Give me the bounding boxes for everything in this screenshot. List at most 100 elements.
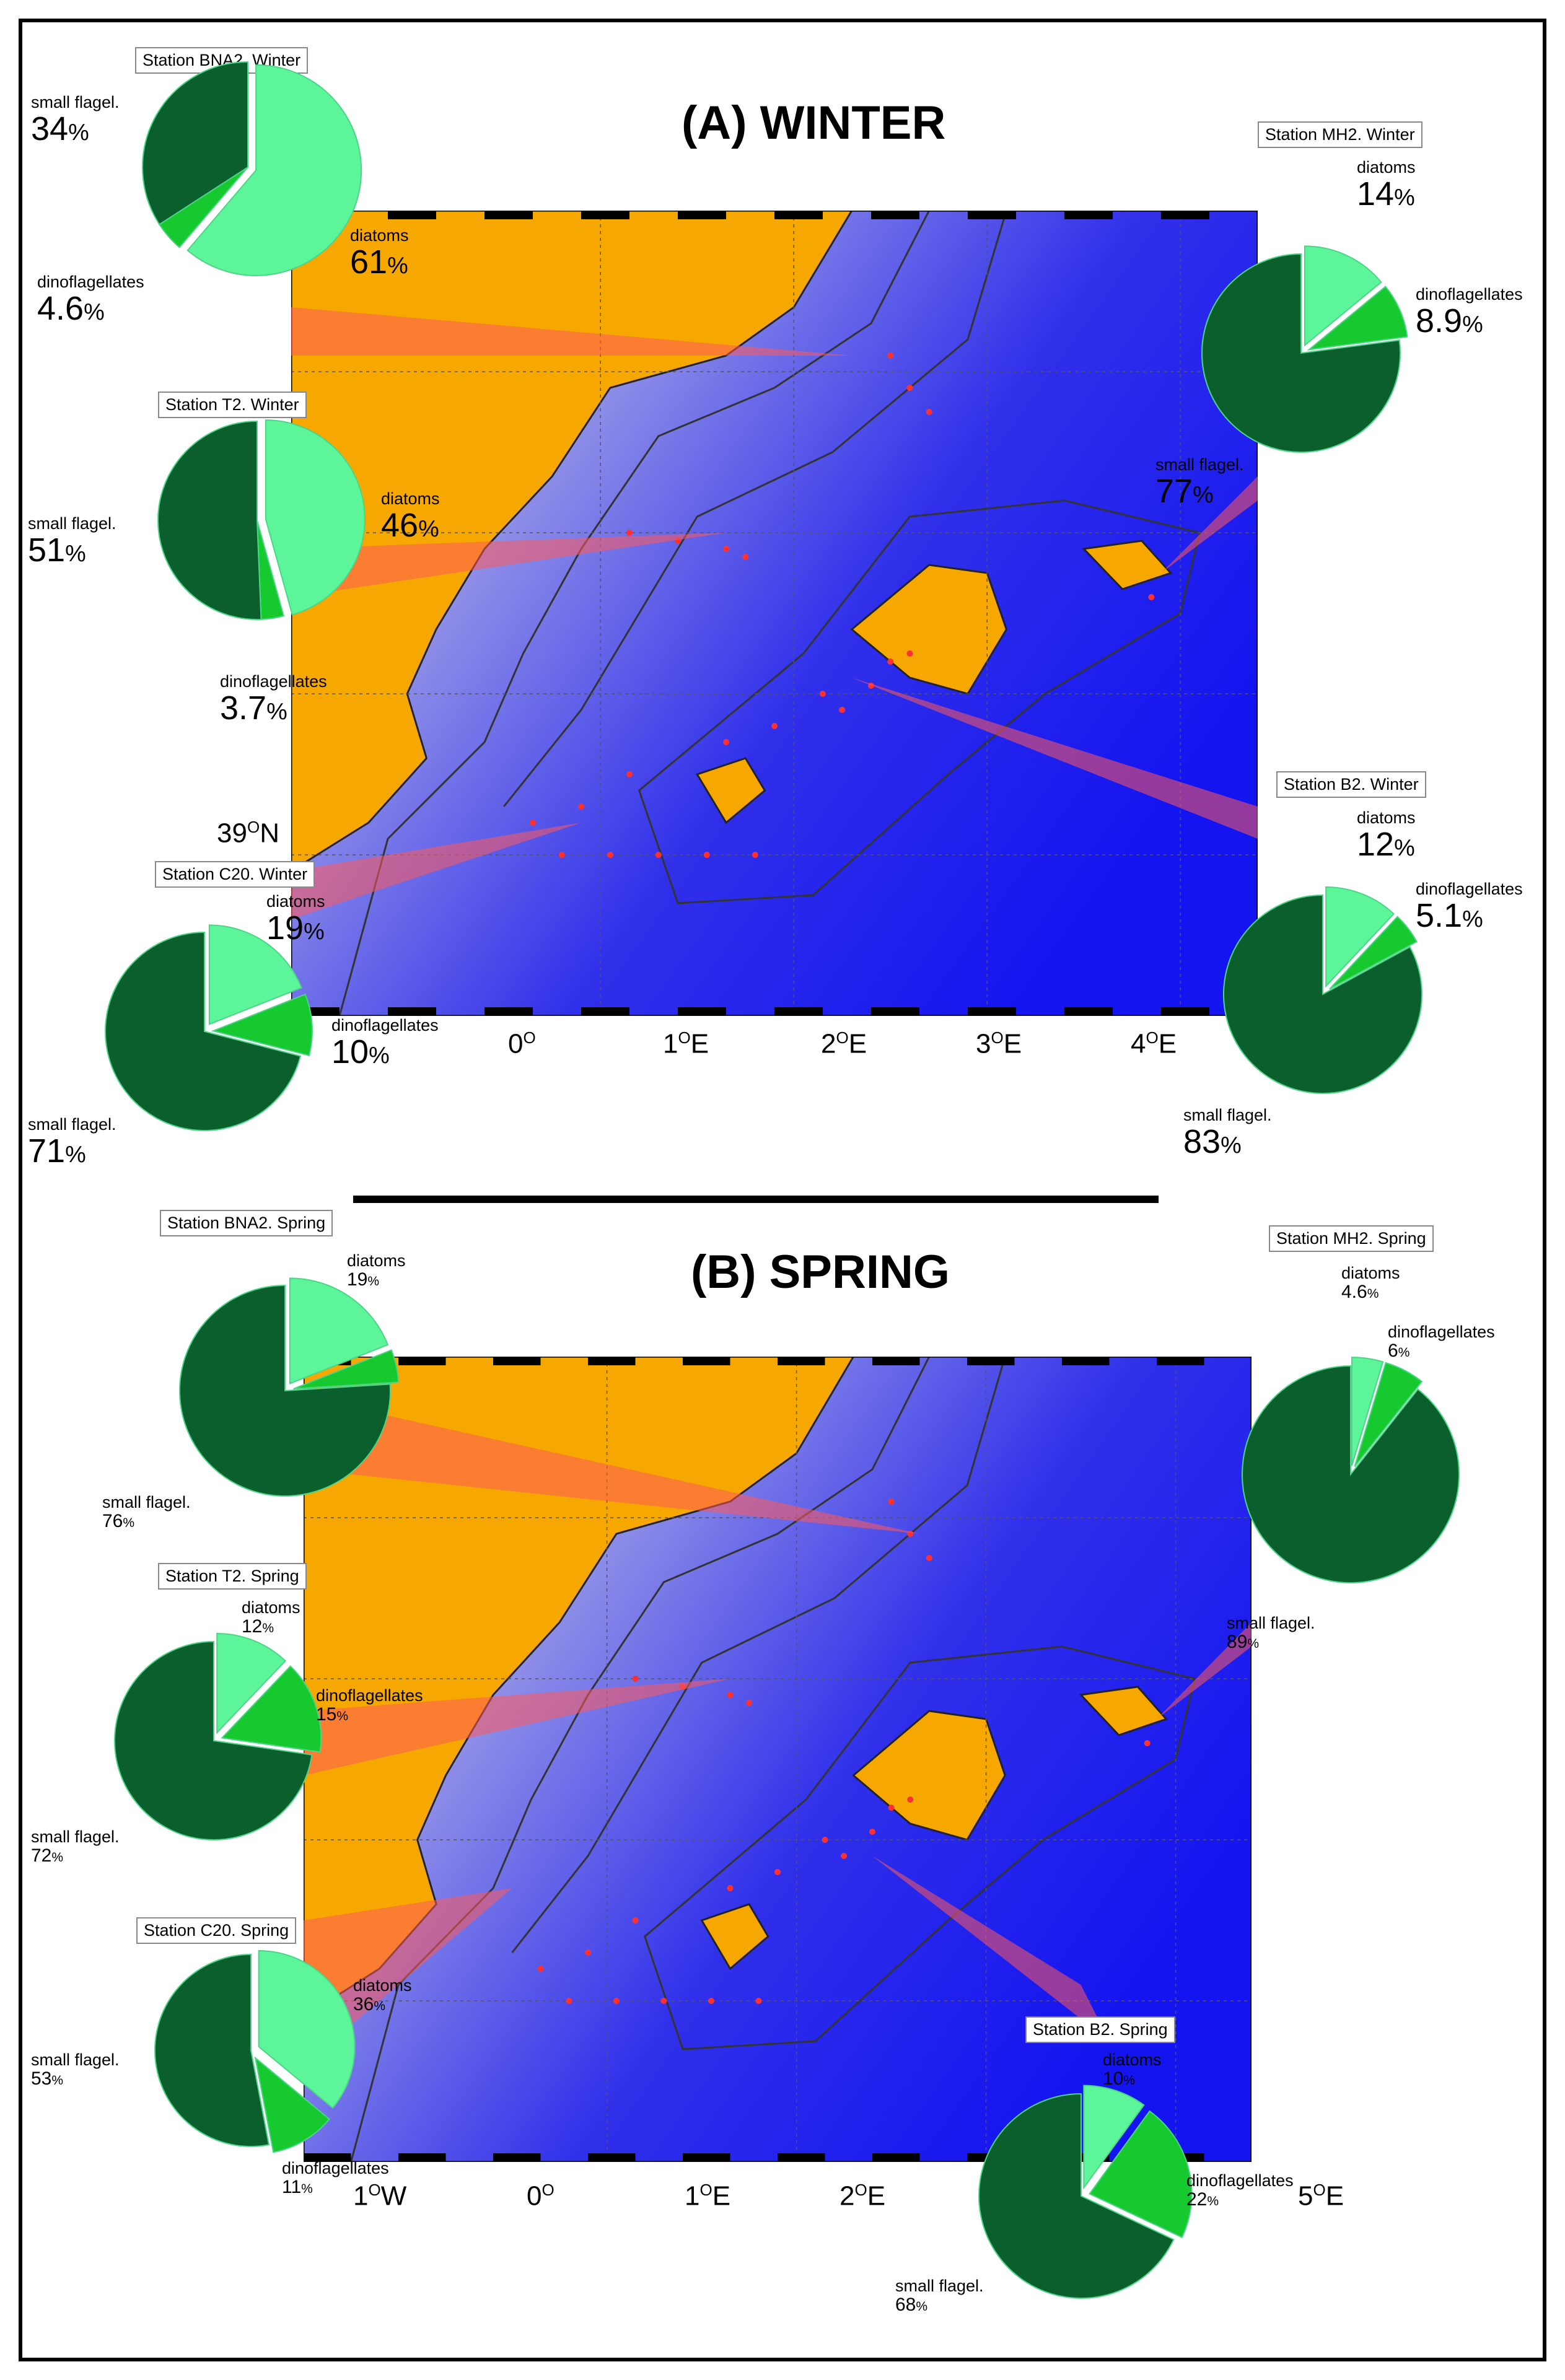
slice-label-dinoflagellates: dinoflagellates 15% — [316, 1686, 423, 1725]
pie-slice-dinoflagellates — [293, 1349, 400, 1389]
pie-mh2s — [1242, 1357, 1460, 1583]
pie-slice-smallflagel — [114, 1640, 313, 1840]
sample-station-dot — [632, 1917, 639, 1923]
sample-station-dot — [907, 1796, 914, 1803]
pie-slice-smallflagel — [157, 420, 262, 620]
sample-station-dot — [530, 820, 536, 826]
slice-label-dinoflagellates: dinoflagellates 4.6% — [37, 273, 144, 327]
panel-b-title: (B) SPRING — [691, 1246, 950, 1298]
slice-label-diatoms: diatoms 36% — [353, 1976, 412, 2015]
menorca — [1079, 1686, 1168, 1736]
station-pointer — [851, 678, 1258, 839]
sample-station-dot — [1148, 594, 1155, 600]
sample-station-dot — [655, 852, 662, 858]
slice-label-smallflagel: small flagel. 76% — [102, 1493, 191, 1531]
pie-slice-smallflagel — [1242, 1365, 1460, 1583]
pie-slice-smallflagel — [1201, 253, 1401, 453]
pie-slice-dinoflagellates — [1089, 2110, 1193, 2239]
sample-station-dot — [926, 409, 932, 415]
sample-station-dot — [887, 352, 894, 359]
sample-station-dot — [727, 1885, 734, 1891]
sample-station-dot — [839, 707, 846, 713]
pie-slice-diatoms — [186, 64, 362, 276]
slice-label-diatoms: diatoms 12% — [1357, 808, 1416, 863]
pie-slice-diatoms — [265, 419, 366, 616]
map-winter — [291, 211, 1258, 1016]
station-pointer — [291, 823, 581, 919]
slice-label-smallflagel: small flagel. 77% — [1155, 455, 1244, 510]
pie-slice-dinoflagellates — [1354, 1362, 1423, 1468]
slice-label-smallflagel: small flagel. 34% — [31, 93, 120, 147]
slice-label-dinoflagellates: dinoflagellates 5.1% — [1416, 880, 1523, 934]
slice-label-diatoms: diatoms 61% — [350, 226, 409, 281]
lon-label-3e: 3OE — [976, 1028, 1022, 1059]
lon-label-2e-spring: 2OE — [839, 2181, 886, 2212]
sample-station-dot — [566, 1998, 572, 2004]
pie-c20w — [105, 924, 313, 1131]
sample-station-dot — [626, 771, 633, 777]
pie-slice-diatoms — [1083, 2085, 1145, 2190]
sample-station-dot — [888, 1805, 895, 1811]
sample-station-dot — [537, 1966, 544, 1972]
pie-slice-smallflagel — [105, 931, 302, 1131]
panel-a-title: (A) WINTER — [682, 97, 946, 149]
sample-station-dot — [906, 650, 913, 657]
slice-label-dinoflagellates: dinoflagellates 22% — [1186, 2171, 1294, 2210]
sample-station-dot — [703, 852, 710, 858]
pie-slice-dinoflagellates — [211, 993, 313, 1057]
slice-label-smallflagel: small flagel. 53% — [31, 2050, 120, 2089]
sample-station-dot — [820, 691, 826, 697]
pie-slice-smallflagel — [179, 1284, 391, 1497]
lon-label-4e: 4OE — [1131, 1028, 1177, 1059]
sample-station-dot — [723, 739, 729, 745]
slice-label-smallflagel: small flagel. 71% — [28, 1115, 116, 1170]
pie-t2w — [157, 419, 366, 620]
ibiza — [700, 1903, 769, 1971]
station-title-bna2s: Station BNA2. Spring — [160, 1210, 333, 1236]
pie-slice-dinoflagellates — [1329, 916, 1418, 990]
station-title-t2w: Station T2. Winter — [158, 392, 307, 418]
pie-slice-smallflagel — [978, 2093, 1175, 2299]
slice-label-diatoms: diatoms 10% — [1103, 2050, 1162, 2089]
pie-slice-smallflagel — [1223, 894, 1423, 1094]
slice-label-dinoflagellates: dinoflagellates 3.7% — [220, 672, 327, 727]
sample-station-dot — [723, 546, 729, 552]
pie-slice-diatoms — [1325, 886, 1395, 988]
sample-station-dot — [771, 723, 778, 729]
station-title-t2s: Station T2. Spring — [158, 1563, 307, 1590]
slice-label-dinoflagellates: dinoflagellates 11% — [282, 2159, 389, 2197]
sample-station-dot — [887, 658, 894, 665]
mapA-svg — [291, 211, 1258, 1016]
sample-station-dot — [822, 1837, 828, 1843]
pie-b2s — [978, 2085, 1193, 2299]
slice-label-dinoflagellates: dinoflagellates 6% — [1388, 1323, 1495, 1361]
pie-slice-diatoms — [1351, 1357, 1384, 1466]
pie-slice-smallflagel — [154, 1953, 270, 2147]
sample-station-dot — [607, 852, 613, 858]
slice-label-diatoms: diatoms 19% — [347, 1251, 406, 1290]
pie-slice-diatoms — [258, 1950, 356, 2109]
station-title-mh2w: Station MH2. Winter — [1258, 121, 1423, 148]
pie-slice-dinoflagellates — [1307, 286, 1408, 351]
slice-label-diatoms: diatoms 19% — [266, 892, 325, 947]
slice-label-diatoms: diatoms 14% — [1357, 158, 1416, 212]
panel-separator — [353, 1196, 1159, 1203]
station-pointer — [304, 1397, 920, 1534]
ibiza — [695, 757, 766, 825]
station-pointer — [291, 307, 852, 356]
sample-station-dot — [746, 1700, 753, 1706]
slice-label-dinoflagellates: dinoflagellates 10% — [331, 1016, 439, 1070]
station-pointer — [1161, 476, 1258, 573]
sample-station-dot — [1144, 1740, 1151, 1746]
pie-slice-diatoms — [1304, 245, 1382, 347]
pie-c20s — [154, 1950, 356, 2153]
station-pointer — [872, 1856, 1110, 2041]
slice-label-smallflagel: small flagel. 68% — [895, 2277, 984, 2315]
station-pointer — [1157, 1622, 1252, 1719]
slice-label-smallflagel: small flagel. 89% — [1227, 1614, 1315, 1652]
slice-label-diatoms: diatoms 46% — [381, 489, 440, 544]
slice-label-diatoms: diatoms 12% — [242, 1598, 300, 1637]
pie-mh2w — [1201, 245, 1408, 453]
sample-station-dot — [841, 1853, 848, 1859]
sample-station-dot — [660, 1998, 667, 2004]
